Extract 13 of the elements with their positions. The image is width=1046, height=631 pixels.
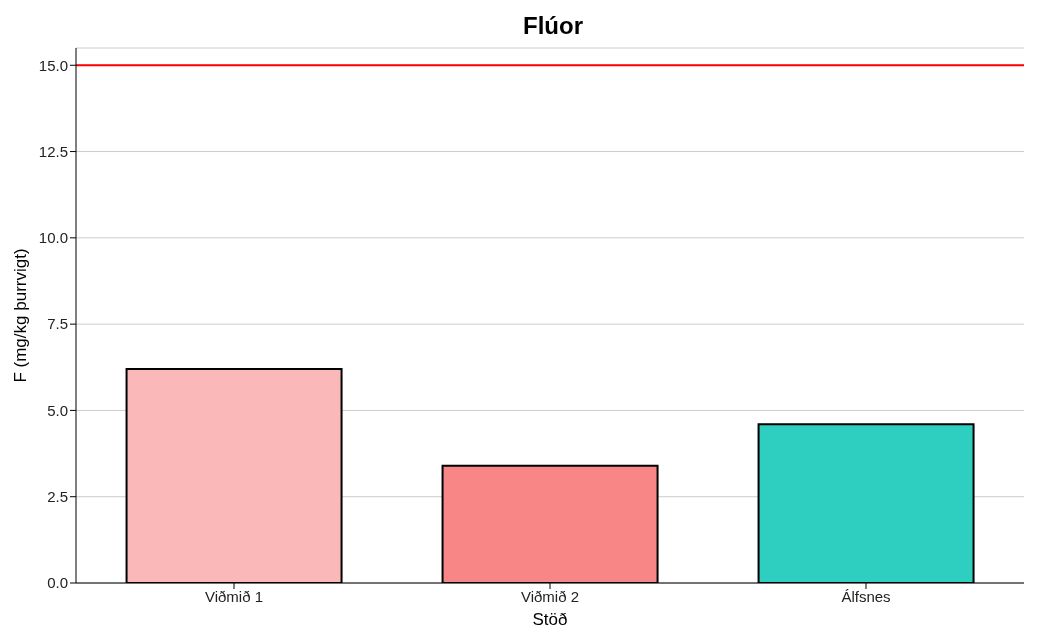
y-axis-title: F (mg/kg þurrvigt) [11,248,31,383]
x-tick-label: Álfsnes [841,587,891,605]
y-tick-label: 15.0 [38,56,68,74]
y-tick-label: 10.0 [38,229,68,247]
y-tick-label: 0.0 [47,574,68,592]
x-tick-label: Viðmið 2 [520,587,580,605]
y-tick-label: 7.5 [47,315,68,333]
y-tick-label: 12.5 [38,142,68,160]
y-tick-label: 2.5 [47,488,68,506]
x-tick-label: Viðmið 1 [204,587,264,605]
chart-title: Flúor [522,11,584,41]
x-axis-title: Stöð [532,610,568,629]
y-tick-label: 5.0 [47,401,68,419]
